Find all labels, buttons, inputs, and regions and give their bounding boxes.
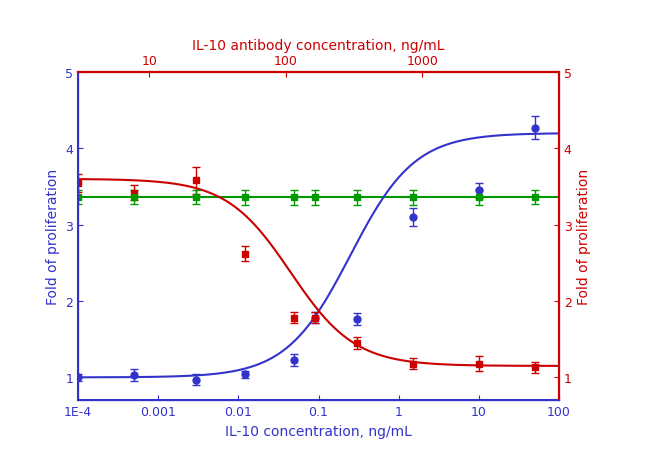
X-axis label: IL-10 concentration, ng/mL: IL-10 concentration, ng/mL [225, 424, 412, 438]
X-axis label: IL-10 antibody concentration, ng/mL: IL-10 antibody concentration, ng/mL [192, 39, 445, 52]
Y-axis label: Fold of proliferation: Fold of proliferation [46, 169, 60, 304]
Y-axis label: Fold of proliferation: Fold of proliferation [577, 169, 592, 304]
